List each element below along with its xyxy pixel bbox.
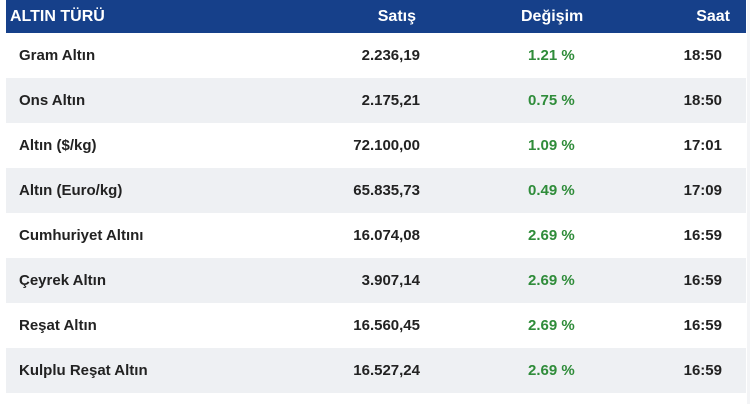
gold-type-name: Cumhuriyet Altını: [19, 227, 144, 244]
update-time: 16:59: [683, 227, 722, 244]
right-edge-divider: [747, 0, 750, 404]
change-percent: 2.69 %: [528, 272, 575, 289]
gold-type-name: Gram Altın: [19, 47, 96, 64]
sell-price: 2.236,19: [361, 47, 420, 64]
change-percent: 1.21 %: [528, 47, 575, 64]
change-percent: 2.69 %: [528, 227, 575, 244]
sell-price: 65.835,73: [353, 182, 420, 199]
gold-type-name: Reşat Altın: [19, 317, 97, 334]
table-row[interactable]: Çeyrek Altın 3.907,14 2.69 % 16:59: [6, 258, 746, 303]
update-time: 16:59: [683, 272, 722, 289]
table-row[interactable]: Kulplu Reşat Altın 16.527,24 2.69 % 16:5…: [6, 348, 746, 393]
gold-type-name: Çeyrek Altın: [19, 272, 106, 289]
table-row[interactable]: Altın (Euro/kg) 65.835,73 0.49 % 17:09: [6, 168, 746, 213]
update-time: 16:59: [683, 317, 722, 334]
change-percent: 0.49 %: [528, 182, 575, 199]
update-time: 17:09: [683, 182, 722, 199]
update-time: 16:59: [683, 362, 722, 379]
gold-type-name: Altın ($/kg): [19, 137, 97, 154]
update-time: 18:50: [683, 92, 722, 109]
update-time: 17:01: [683, 137, 722, 154]
table-row[interactable]: Reşat Altın 16.560,45 2.69 % 16:59: [6, 303, 746, 348]
sell-price: 16.560,45: [353, 317, 420, 334]
gold-type-name: Altın (Euro/kg): [19, 182, 123, 199]
column-header-gold-type[interactable]: ALTIN TÜRÜ: [10, 7, 105, 25]
column-header-change[interactable]: Değişim: [521, 7, 584, 25]
column-header-sell-price[interactable]: Satış: [377, 7, 416, 25]
gold-prices-table: ALTIN TÜRÜ Satış Değişim Saat Gram Altın…: [6, 0, 746, 393]
column-header-time[interactable]: Saat: [696, 7, 730, 25]
change-percent: 2.69 %: [528, 317, 575, 334]
sell-price: 72.100,00: [353, 137, 420, 154]
table-row[interactable]: Ons Altın 2.175,21 0.75 % 18:50: [6, 78, 746, 123]
sell-price: 16.527,24: [353, 362, 420, 379]
table-row[interactable]: Gram Altın 2.236,19 1.21 % 18:50: [6, 33, 746, 78]
change-percent: 1.09 %: [528, 137, 575, 154]
table-row[interactable]: Altın ($/kg) 72.100,00 1.09 % 17:01: [6, 123, 746, 168]
sell-price: 16.074,08: [353, 227, 420, 244]
sell-price: 2.175,21: [361, 92, 420, 109]
table-row[interactable]: Cumhuriyet Altını 16.074,08 2.69 % 16:59: [6, 213, 746, 258]
table-header: ALTIN TÜRÜ Satış Değişim Saat: [6, 0, 746, 33]
sell-price: 3.907,14: [361, 272, 420, 289]
change-percent: 2.69 %: [528, 362, 575, 379]
update-time: 18:50: [683, 47, 722, 64]
change-percent: 0.75 %: [528, 92, 575, 109]
gold-type-name: Kulplu Reşat Altın: [19, 362, 148, 379]
gold-type-name: Ons Altın: [19, 92, 86, 109]
